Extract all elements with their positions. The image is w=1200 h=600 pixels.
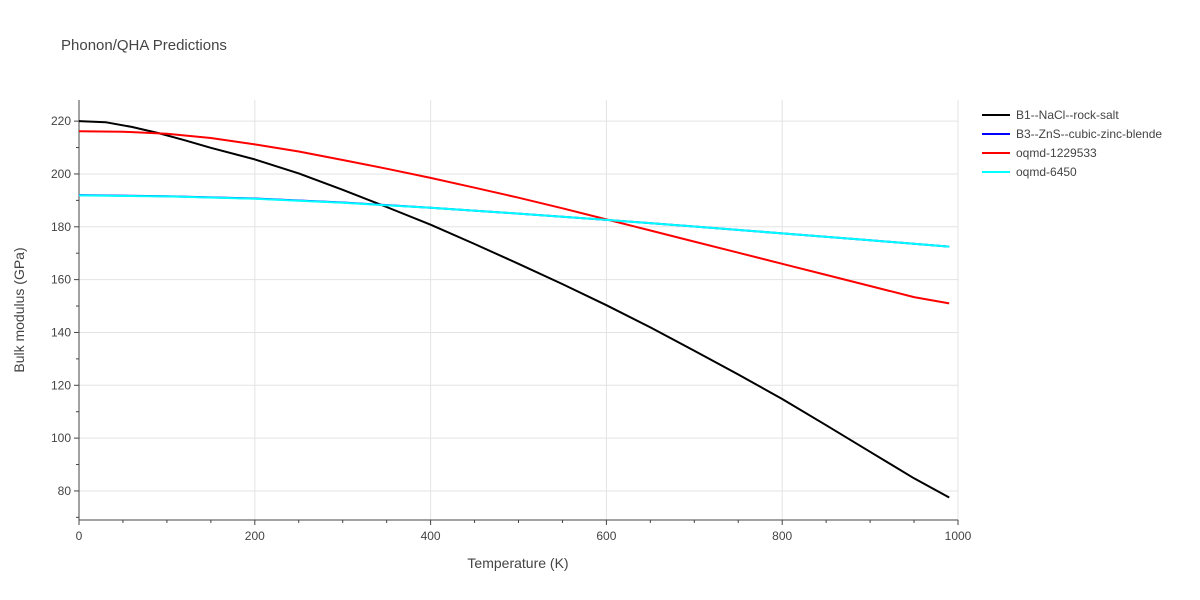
x-tick-label: 1000 — [945, 529, 972, 543]
x-axis-title: Temperature (K) — [467, 555, 568, 571]
legend-item[interactable]: oqmd-1229533 — [982, 146, 1097, 160]
y-tick-label: 200 — [51, 167, 71, 181]
legend-item[interactable]: B3--ZnS--cubic-zinc-blende — [982, 127, 1162, 141]
y-ticks: 80 100 120 140 160 180 200 220 — [51, 114, 79, 518]
legend-label: oqmd-1229533 — [1016, 146, 1097, 160]
y-tick-label: 120 — [51, 378, 71, 392]
x-tick-label: 400 — [421, 529, 441, 543]
y-axis-title: Bulk modulus (GPa) — [11, 247, 27, 372]
legend-label: oqmd-6450 — [1016, 165, 1077, 179]
grid — [79, 100, 959, 520]
series-line-oqmd-1229533 — [78, 130, 950, 305]
series-line-B3--ZnS--cubic-zinc-blende — [78, 194, 950, 248]
legend-label: B1--NaCl--rock-salt — [1016, 108, 1119, 122]
chart-title: Phonon/QHA Predictions — [61, 37, 227, 54]
series-line-B1--NaCl--rock-salt — [78, 120, 950, 499]
x-ticks: 0 200 400 600 800 1000 — [76, 520, 972, 543]
y-tick-label: 220 — [51, 114, 71, 128]
series-lines — [78, 120, 950, 499]
axes — [78, 100, 958, 521]
y-tick-label: 80 — [58, 484, 72, 498]
series-line-oqmd-6450 — [78, 194, 950, 248]
legend[interactable]: B1--NaCl--rock-salt B3--ZnS--cubic-zinc-b… — [982, 108, 1162, 179]
x-tick-label: 200 — [245, 529, 265, 543]
legend-item[interactable]: B1--NaCl--rock-salt — [982, 108, 1119, 122]
y-tick-label: 160 — [51, 273, 71, 287]
legend-item[interactable]: oqmd-6450 — [982, 165, 1077, 179]
x-tick-label: 0 — [76, 529, 83, 543]
y-tick-label: 140 — [51, 325, 71, 339]
y-tick-label: 180 — [51, 220, 71, 234]
x-tick-label: 600 — [596, 529, 616, 543]
y-tick-label: 100 — [51, 431, 71, 445]
x-tick-label: 800 — [772, 529, 792, 543]
legend-label: B3--ZnS--cubic-zinc-blende — [1016, 127, 1162, 141]
